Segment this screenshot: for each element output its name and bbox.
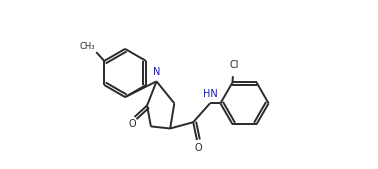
Text: HN: HN xyxy=(203,89,217,99)
Text: N: N xyxy=(153,67,160,77)
Text: Cl: Cl xyxy=(230,60,239,70)
Text: O: O xyxy=(194,142,202,153)
Text: CH₃: CH₃ xyxy=(79,42,94,51)
Text: O: O xyxy=(129,119,136,129)
